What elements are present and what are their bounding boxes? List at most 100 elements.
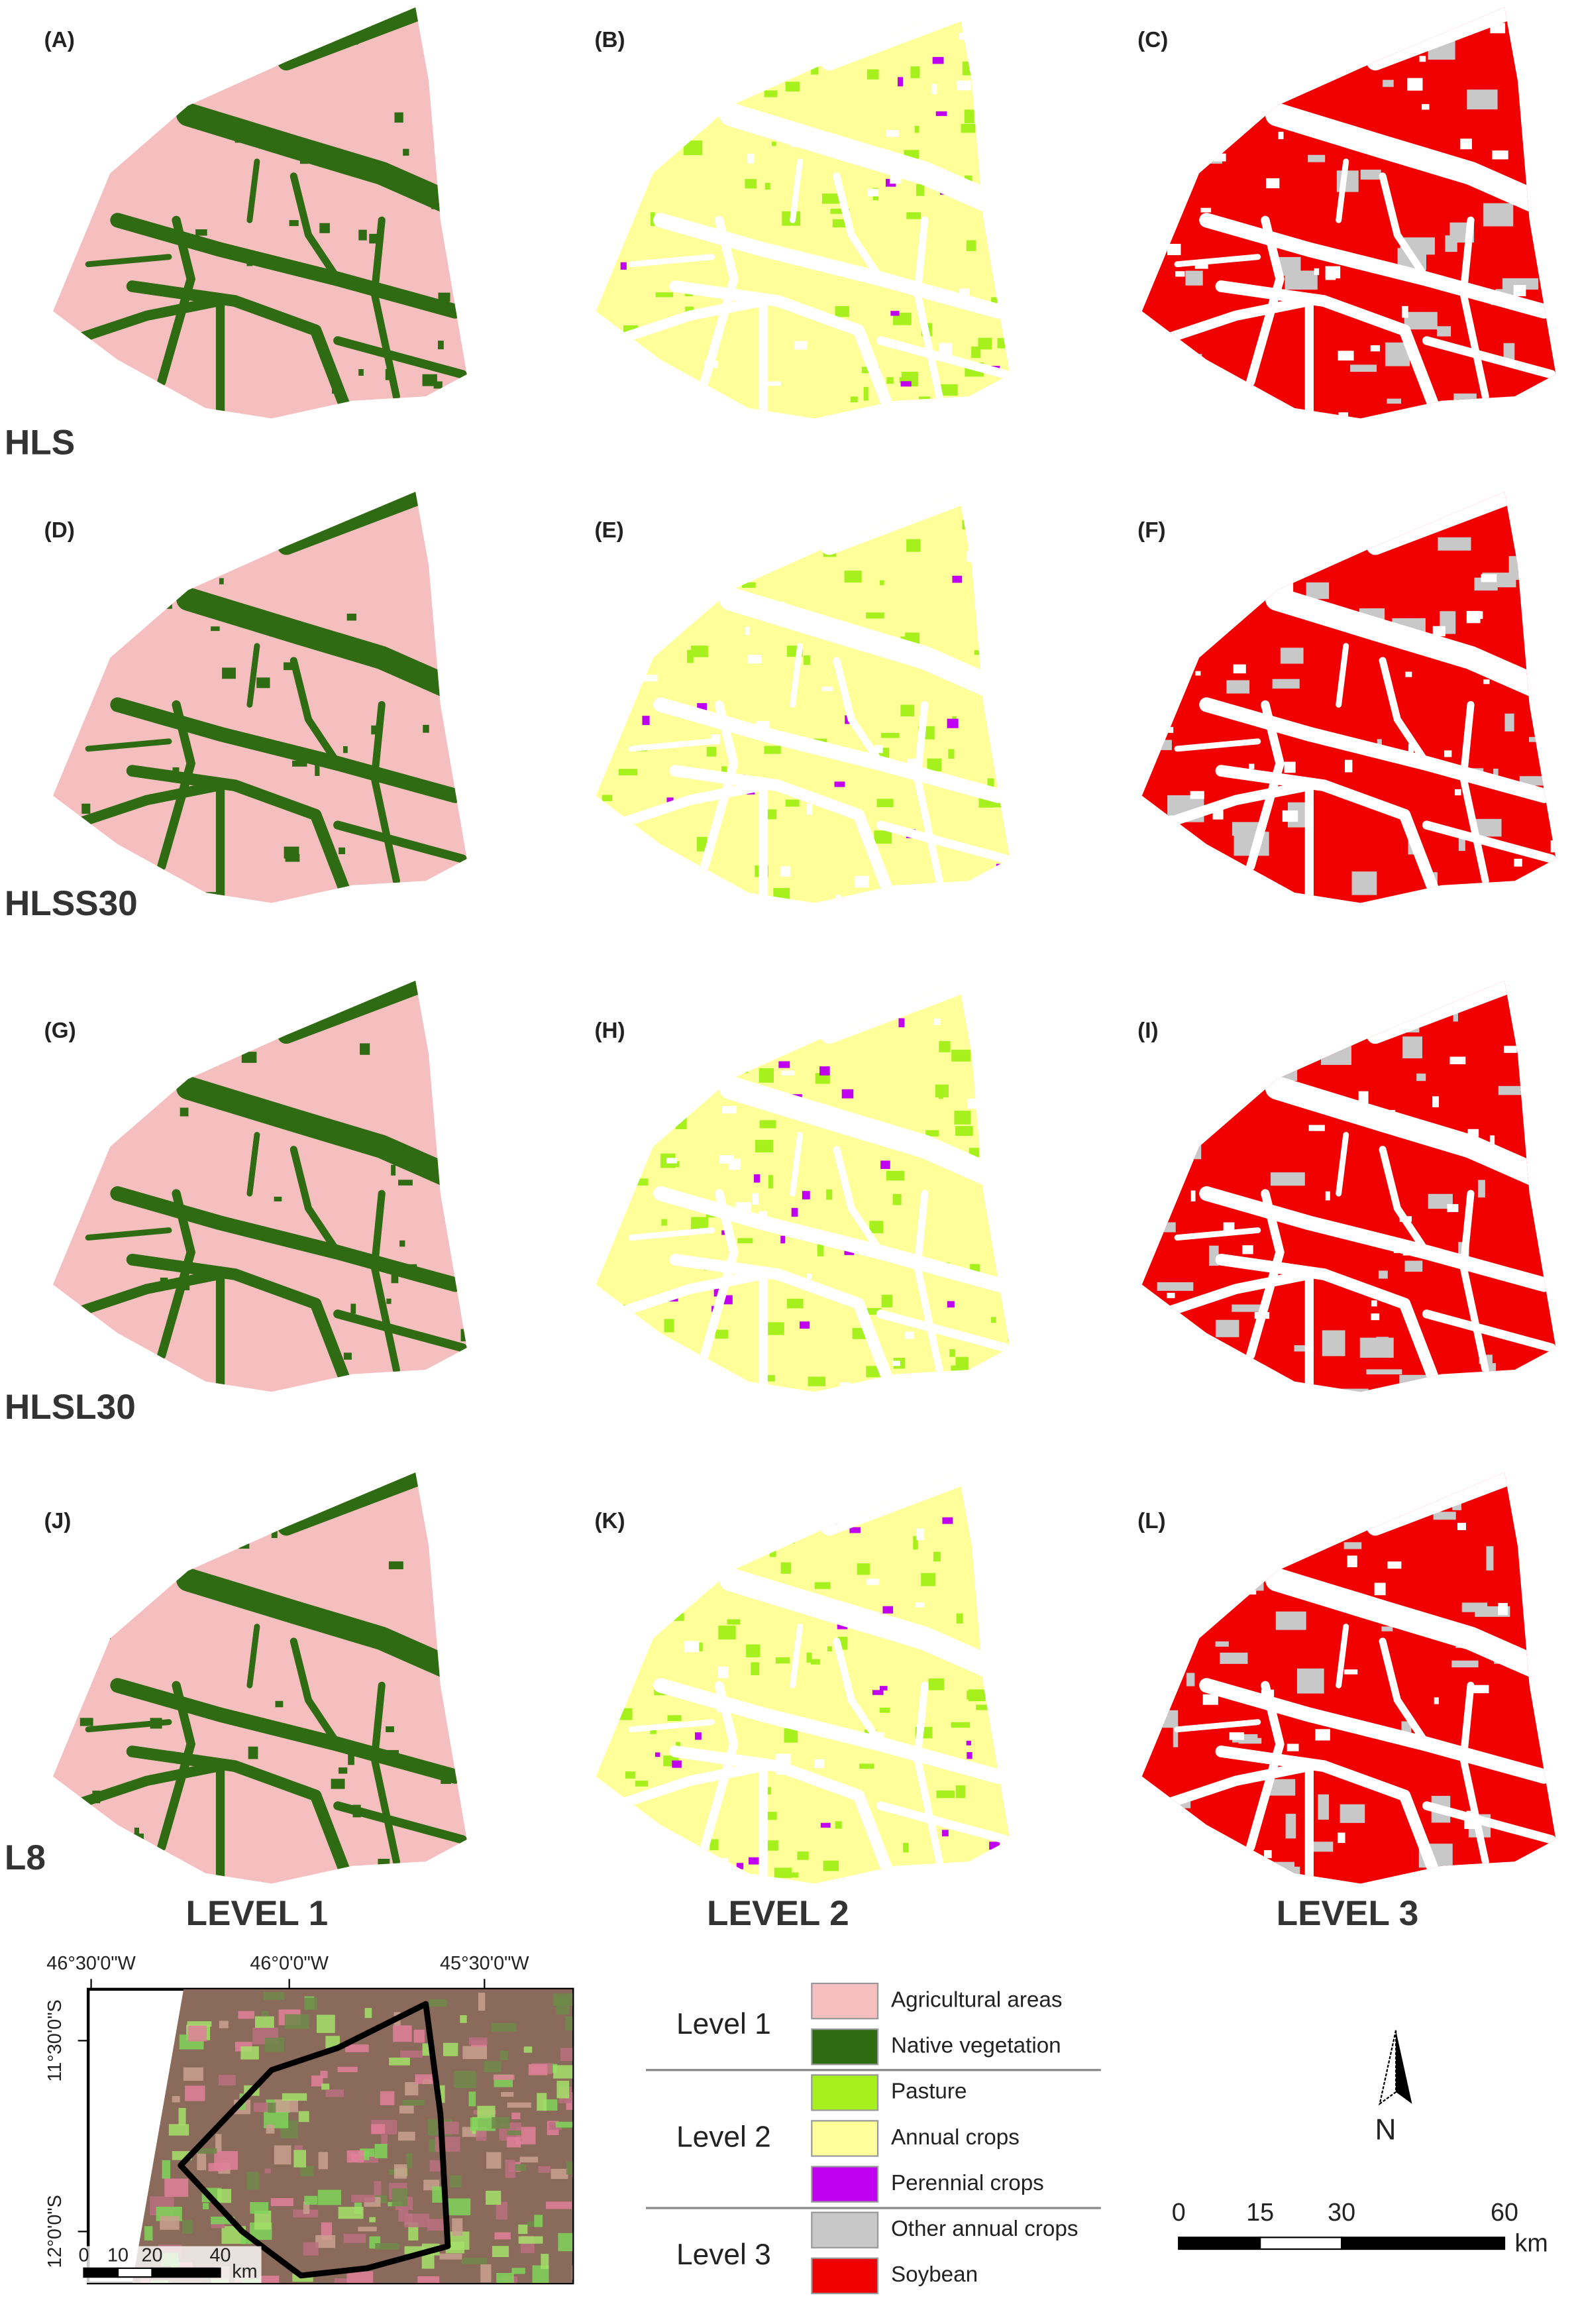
drainage-band [1142,780,1315,835]
land-patch [654,869,669,882]
satellite-field [500,2050,509,2060]
land-patch [1381,1626,1393,1632]
land-patch [766,809,777,820]
land-patch [650,1728,657,1734]
land-patch [1296,1668,1324,1694]
land-patch [1282,810,1298,822]
satellite-field [238,2011,254,2019]
land-patch [386,1726,394,1732]
land-patch [841,1089,854,1099]
land-patch [962,61,972,76]
map-panel [1141,492,1556,903]
inset-x-label: 45°30'0"W [440,1953,529,1974]
land-patch [994,37,1000,44]
satellite-field [450,2175,462,2188]
land-patch [942,1517,953,1524]
satellite-field [468,2037,488,2045]
land-patch [715,1329,729,1339]
land-patch [821,194,839,204]
map-panel [52,1472,467,1884]
satellite-field [202,2203,209,2209]
land-patch [849,1527,861,1533]
scale-segment [1340,2237,1506,2250]
land-patch [635,58,641,63]
land-patch [1325,1191,1330,1201]
land-patch [1186,1526,1198,1531]
satellite-field [553,2065,573,2079]
satellite-field [406,2153,413,2168]
satellite-field [317,2015,335,2033]
drainage-band [1379,172,1431,283]
map-content [54,1472,467,1884]
land-patch [747,654,762,664]
land-patch [683,27,692,34]
land-patch [746,1644,761,1657]
satellite-field [303,2242,319,2256]
land-patch [147,1094,156,1104]
land-patch [1314,268,1320,276]
land-patch [676,1742,680,1749]
drainage-band [333,336,467,379]
land-patch [692,1375,710,1390]
land-patch [633,15,647,23]
land-patch [1198,96,1217,106]
land-patch [195,229,207,236]
land-patch [605,586,611,596]
land-patch [1213,153,1226,162]
land-patch [879,1707,890,1713]
land-patch [1338,351,1354,361]
land-patch [655,1752,660,1757]
land-patch [903,1843,909,1853]
satellite-field [429,1999,447,2007]
land-patch [998,1671,1004,1680]
land-patch [1277,1510,1287,1520]
satellite-field [415,2074,437,2084]
land-patch [991,297,998,303]
land-patch [913,1535,918,1550]
land-patch [800,1008,807,1019]
satellite-field [240,2046,259,2060]
land-patch [1351,871,1377,895]
drainage-band [820,492,971,555]
satellite-field [443,2042,458,2056]
land-patch [867,69,879,80]
satellite-field [282,2093,307,2101]
land-patch [1433,1512,1456,1520]
drainage-band [246,1132,260,1197]
land-patch [1266,178,1280,189]
land-patch [765,1375,775,1382]
satellite-field [511,2268,525,2274]
land-patch [713,516,729,525]
drainage-band [833,172,885,283]
drainage-band [833,1146,885,1256]
land-patch [717,1666,729,1679]
land-patch [647,1117,656,1122]
land-patch [806,28,813,42]
inset-y-label: 11°30'0"S [44,1999,66,2081]
land-patch [1007,1256,1010,1267]
land-patch [95,665,101,673]
land-patch [706,747,717,757]
land-patch [788,1872,799,1878]
drainage-band [1366,980,1516,1044]
drainage-band [289,657,342,767]
land-patch [248,1746,258,1759]
land-patch [1524,1622,1533,1632]
drainage-band [246,1624,260,1688]
land-patch [971,346,981,359]
land-patch [886,377,894,384]
land-patch [835,895,841,903]
land-patch [839,1382,850,1392]
drainage-band [1265,1568,1556,1683]
land-patch [331,1779,345,1789]
land-patch [778,1061,790,1068]
drainage-band [833,1637,885,1748]
satellite-field [480,2264,492,2283]
land-patch [1402,1036,1423,1059]
land-patch [274,1196,282,1201]
land-patch [916,1602,925,1608]
land-patch [935,111,947,117]
satellite-field [392,2188,408,2207]
map-panel [596,492,1010,903]
land-patch [807,518,817,527]
